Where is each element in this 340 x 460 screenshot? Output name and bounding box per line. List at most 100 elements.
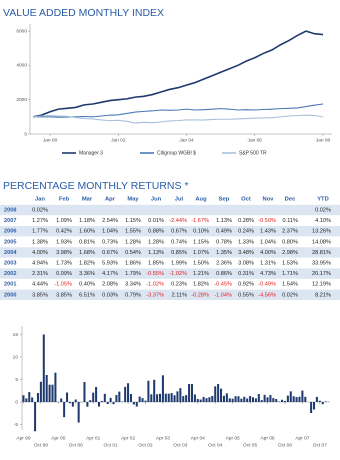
bar <box>202 396 205 402</box>
bar <box>36 393 39 402</box>
y-tick-label: 15 <box>13 332 19 338</box>
return-cell: 14.08% <box>312 239 331 245</box>
bar <box>185 395 188 402</box>
return-cell: 1.73% <box>56 260 72 266</box>
return-cell: -3.37% <box>146 292 164 298</box>
bar <box>144 400 147 402</box>
return-cell: 3.85% <box>32 292 48 298</box>
return-cell: 0.11% <box>283 218 298 224</box>
return-cell: 1.18% <box>79 218 95 224</box>
bar <box>304 396 307 402</box>
bar <box>249 396 252 402</box>
return-cell: 1.77% <box>32 229 48 235</box>
return-cell: 3.08% <box>238 260 254 266</box>
return-cell: -4.56% <box>258 292 276 298</box>
bar <box>89 400 92 402</box>
bar <box>199 399 202 402</box>
return-cell: 1.15% <box>193 239 209 245</box>
bar <box>147 380 150 402</box>
return-cell: 4.00% <box>260 250 276 256</box>
return-cell: 2.37% <box>282 229 298 235</box>
legend-label: Manager 3 <box>79 150 103 156</box>
x-tick-label: Jan 04 <box>179 137 194 143</box>
row-band <box>0 226 340 237</box>
x-tick-label: Oct 02 <box>138 442 152 448</box>
return-cell: -0.45% <box>214 282 232 288</box>
bar <box>257 394 260 402</box>
column-header: Feb <box>59 197 70 203</box>
return-cell: 0.54% <box>125 250 141 256</box>
bar <box>295 397 298 402</box>
return-cell: 0.42% <box>56 229 72 235</box>
y-tick-label: 5 <box>15 377 18 383</box>
column-header: Dec <box>285 197 296 203</box>
return-cell: 1.21% <box>193 271 209 277</box>
bar <box>208 397 211 402</box>
y-tick-label: 0 <box>15 399 18 405</box>
return-cell: 1.27% <box>32 218 48 224</box>
bar <box>310 402 313 413</box>
bar <box>150 394 153 402</box>
return-cell: -0.28% <box>191 292 209 298</box>
column-header: Aug <box>195 197 207 203</box>
return-cell: 0.74% <box>171 239 187 245</box>
y-tick-label: 6000 <box>16 28 27 34</box>
year-cell: 2007 <box>4 218 16 224</box>
return-cell: 0.10% <box>193 229 209 235</box>
column-header: Nov <box>263 197 275 203</box>
return-cell: 0.40% <box>79 282 95 288</box>
bar <box>286 395 289 402</box>
return-cell: 3.34% <box>125 282 141 288</box>
bar <box>164 393 167 402</box>
bar <box>283 400 286 402</box>
bar <box>86 402 89 407</box>
x-tick-label: Apr 02 <box>121 435 135 441</box>
bar <box>92 392 95 402</box>
column-header: Jun <box>151 197 162 203</box>
bar <box>205 398 208 402</box>
return-cell: 0.02% <box>32 207 48 213</box>
x-tick-label: Apr 01 <box>86 435 100 441</box>
year-cell: 2000 <box>4 292 16 298</box>
x-tick-label: Apr 99 <box>16 435 30 441</box>
bar <box>48 384 51 402</box>
bar <box>170 393 173 402</box>
return-cell: 8.21% <box>315 292 331 298</box>
bar <box>193 394 196 402</box>
bar <box>138 396 141 402</box>
bar <box>83 382 86 402</box>
bar <box>127 383 130 402</box>
return-cell: 0.73% <box>102 239 118 245</box>
return-cell: 1.93% <box>56 239 72 245</box>
return-cell: 2.31% <box>32 271 48 277</box>
x-tick-label: Oct 99 <box>34 442 48 448</box>
return-cell: 4.94% <box>32 260 48 266</box>
return-cell: 1.15% <box>125 218 141 224</box>
return-cell: 4.73% <box>260 271 276 277</box>
x-tick-label: Oct 03 <box>173 442 187 448</box>
return-cell: 0.28% <box>238 218 254 224</box>
return-cell: 1.79% <box>125 271 141 277</box>
return-cell: 12.19% <box>312 282 331 288</box>
column-header: Oct <box>241 197 251 203</box>
x-tick-label: Jan 06 <box>248 137 263 143</box>
return-cell: 1.04% <box>260 239 276 245</box>
bar <box>237 396 240 402</box>
return-cell: 5.93% <box>102 260 118 266</box>
bar <box>263 394 266 402</box>
table-title: PERCENTAGE MONTHLY RETURNS * <box>3 180 189 192</box>
return-cell: 6.51% <box>79 292 95 298</box>
bar <box>31 397 34 402</box>
return-cell: 1.35% <box>216 250 232 256</box>
index-title: VALUE ADDED MONTHLY INDEX <box>3 7 164 19</box>
return-cell: 4.10% <box>315 218 331 224</box>
x-tick-label: Apr 07 <box>295 435 309 441</box>
bar <box>313 402 316 410</box>
y-tick-label: 10 <box>13 354 19 360</box>
column-header: May <box>127 197 139 203</box>
bar <box>68 402 71 404</box>
bar <box>220 388 223 402</box>
bar <box>266 397 269 402</box>
return-cell: 2.36% <box>216 260 232 266</box>
